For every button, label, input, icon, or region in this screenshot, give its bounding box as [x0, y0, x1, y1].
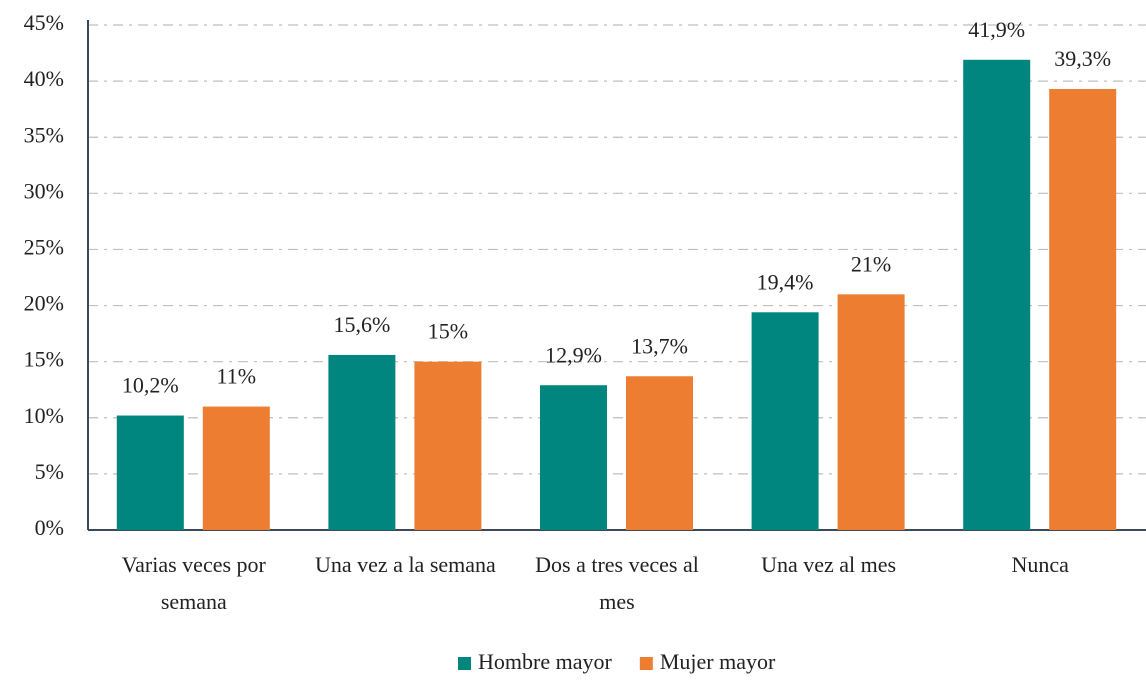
bar — [202, 406, 270, 530]
y-tick-label: 0% — [35, 515, 64, 540]
tick-line: semana — [161, 589, 227, 614]
legend-swatch — [639, 657, 653, 670]
y-tick-label: 10% — [24, 403, 64, 428]
x-tick-label: Una vez a la semana — [315, 552, 496, 577]
value-label: 41,9% — [968, 17, 1025, 42]
bar — [328, 354, 396, 530]
value-label: 10,2% — [122, 373, 179, 398]
value-label: 19,4% — [757, 269, 814, 294]
legend-swatch — [458, 657, 472, 670]
legend-label: Mujer mayor — [660, 649, 776, 674]
value-label: 11% — [217, 364, 257, 389]
tick-line: Varias veces por — [122, 552, 267, 577]
x-tick-label: Dos a tres veces al mes — [535, 552, 699, 614]
x-tick-label: Una vez al mes — [761, 552, 896, 577]
bar — [751, 312, 819, 530]
value-label: 39,3% — [1054, 46, 1111, 71]
bar — [837, 294, 905, 530]
x-tick-label: Nunca — [1011, 552, 1069, 577]
bar — [626, 376, 693, 530]
tick-line: Una vez a la semana — [315, 552, 496, 577]
bar — [414, 361, 482, 530]
bar — [963, 59, 1031, 531]
tick-line: mes — [599, 589, 634, 614]
bar — [1049, 88, 1117, 530]
y-tick-label: 25% — [24, 234, 64, 259]
tick-line: Nunca — [1011, 552, 1069, 577]
y-tick-label: 40% — [24, 66, 64, 91]
value-label: 12,9% — [545, 342, 602, 367]
bar — [116, 415, 184, 530]
y-tick-label: 20% — [24, 291, 64, 316]
y-tick-label: 45% — [24, 10, 64, 35]
value-label: 15% — [428, 319, 468, 344]
value-label: 15,6% — [333, 312, 390, 337]
x-tick-label: Varias veces por semana — [122, 552, 267, 614]
tick-line: Una vez al mes — [761, 552, 896, 577]
legend-label: Hombre mayor — [478, 649, 612, 674]
bar — [540, 385, 607, 530]
y-tick-label: 35% — [24, 122, 64, 147]
y-tick-label: 30% — [24, 178, 64, 203]
y-tick-label: 5% — [35, 459, 64, 484]
value-label: 13,7% — [631, 333, 688, 358]
tick-line: Dos a tres veces al — [535, 552, 699, 577]
legend: Hombre mayor Mujer mayor — [458, 649, 776, 674]
value-label: 21% — [851, 251, 891, 276]
y-tick-label: 15% — [24, 347, 64, 372]
